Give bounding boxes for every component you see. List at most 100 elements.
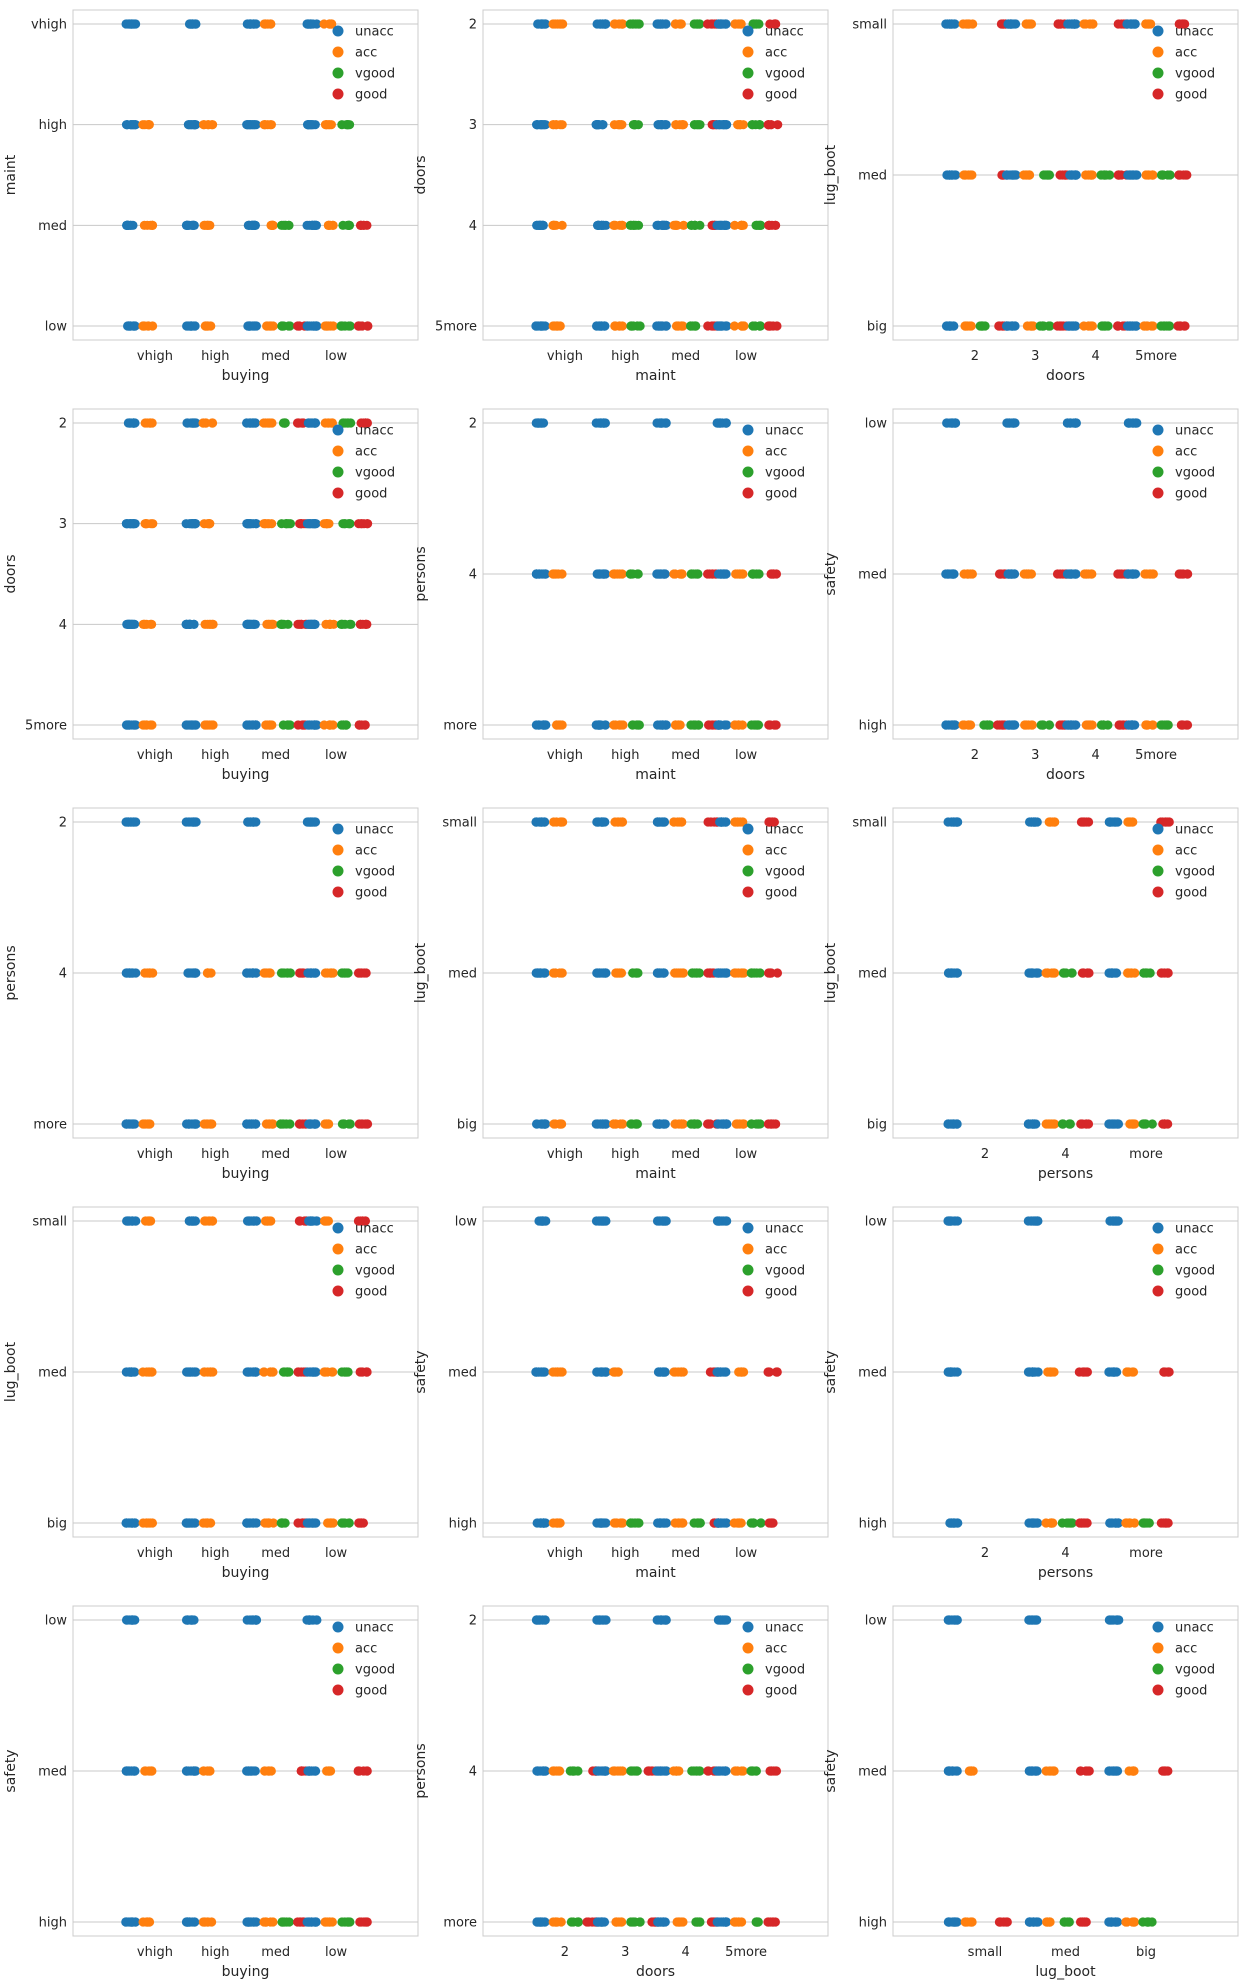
point-unacc: [535, 120, 545, 130]
point-acc: [551, 321, 562, 331]
point-unacc: [947, 170, 957, 180]
point-acc: [265, 120, 275, 130]
point-unacc: [303, 19, 313, 29]
point-cluster-acc: [199, 1367, 218, 1377]
point-cluster-good: [353, 1216, 371, 1226]
point-acc: [144, 968, 154, 978]
point-cluster-unacc: [534, 1216, 551, 1226]
point-unacc: [1131, 170, 1141, 180]
y-tick-label: 3: [59, 517, 67, 532]
legend-label-unacc: unacc: [1175, 823, 1214, 838]
point-cluster-acc: [262, 321, 278, 331]
point-cluster-unacc: [653, 1917, 670, 1927]
point-unacc: [191, 968, 201, 978]
point-cluster-unacc: [302, 321, 322, 331]
point-cluster-unacc: [652, 220, 671, 230]
point-cluster-vgood: [1096, 720, 1113, 730]
point-cluster-acc: [1043, 1367, 1059, 1377]
point-good: [703, 569, 713, 579]
point-unacc: [1028, 1216, 1038, 1226]
point-cluster-vgood: [626, 321, 645, 331]
point-cluster-acc: [198, 1518, 216, 1528]
point-unacc: [539, 1216, 549, 1226]
x-tick-label: vhigh: [137, 1945, 173, 1960]
point-cluster-unacc: [592, 220, 611, 230]
point-unacc: [721, 1119, 731, 1129]
point-acc: [324, 619, 335, 629]
point-unacc: [594, 19, 605, 29]
point-good: [1174, 19, 1184, 29]
point-good: [766, 569, 776, 579]
point-cluster-unacc: [243, 817, 261, 827]
point-unacc: [131, 720, 141, 730]
point-unacc: [1124, 418, 1134, 428]
y-tick-label: 5more: [25, 719, 67, 734]
point-cluster-acc: [548, 321, 565, 331]
x-tick-label: 3: [621, 1945, 629, 1960]
point-acc: [671, 120, 681, 130]
x-tick-label: 5more: [1135, 349, 1177, 364]
point-unacc: [718, 120, 728, 130]
x-tick-label: high: [611, 1147, 639, 1162]
point-cluster-unacc: [712, 968, 732, 978]
legend-label-acc: acc: [765, 1243, 787, 1258]
point-cluster-vgood: [1097, 321, 1113, 331]
point-unacc: [1065, 321, 1075, 331]
point-cluster-unacc: [1104, 1766, 1123, 1776]
point-cluster-unacc: [713, 321, 732, 331]
point-unacc: [941, 720, 951, 730]
point-vgood: [1039, 170, 1049, 180]
point-cluster-unacc: [652, 19, 671, 29]
point-vgood: [1164, 321, 1174, 331]
point-good: [1078, 968, 1089, 978]
point-cluster-good: [764, 220, 781, 230]
point-good: [354, 1766, 364, 1776]
point-unacc: [952, 817, 963, 827]
point-cluster-unacc: [1001, 170, 1021, 180]
point-acc: [205, 1119, 215, 1129]
x-tick-label: med: [1051, 1945, 1080, 1960]
point-acc: [264, 418, 274, 428]
legend-label-vgood: vgood: [355, 1663, 395, 1678]
legend-label-unacc: unacc: [355, 424, 394, 439]
point-cluster-acc: [731, 1119, 749, 1129]
x-tick-label: low: [325, 748, 348, 763]
point-unacc: [191, 19, 201, 29]
legend-label-unacc: unacc: [1175, 424, 1214, 439]
point-cluster-acc: [1041, 1119, 1060, 1129]
point-vgood: [627, 321, 637, 331]
legend-marker-good: [742, 1684, 754, 1696]
point-cluster-acc: [259, 519, 277, 529]
legend-marker-vgood: [742, 67, 754, 79]
point-cluster-acc: [200, 619, 218, 629]
x-tick-label: vhigh: [137, 349, 173, 364]
point-acc: [671, 220, 681, 230]
point-vgood: [283, 968, 293, 978]
point-unacc: [246, 1615, 256, 1625]
point-acc: [610, 321, 620, 331]
point-cluster-acc: [1019, 569, 1037, 579]
point-cluster-unacc: [943, 1615, 962, 1625]
point-acc: [1044, 1766, 1054, 1776]
point-vgood: [625, 19, 635, 29]
point-good: [763, 321, 773, 331]
point-unacc: [191, 418, 201, 428]
point-vgood: [747, 968, 757, 978]
point-unacc: [183, 1119, 194, 1129]
legend-marker-unacc: [1152, 424, 1164, 436]
legend-marker-acc: [332, 844, 344, 856]
legend-marker-unacc: [332, 1222, 344, 1234]
point-acc: [733, 968, 743, 978]
point-unacc: [661, 120, 671, 130]
point-cluster-good: [1174, 170, 1192, 180]
point-acc: [1021, 19, 1031, 29]
point-cluster-acc: [140, 968, 158, 978]
point-unacc: [249, 321, 260, 331]
point-cluster-unacc: [592, 1367, 611, 1377]
point-vgood: [277, 1917, 287, 1927]
point-unacc: [660, 1119, 670, 1129]
legend-label-acc: acc: [1175, 46, 1197, 61]
legend-marker-unacc: [1152, 25, 1164, 37]
point-acc: [1081, 569, 1091, 579]
